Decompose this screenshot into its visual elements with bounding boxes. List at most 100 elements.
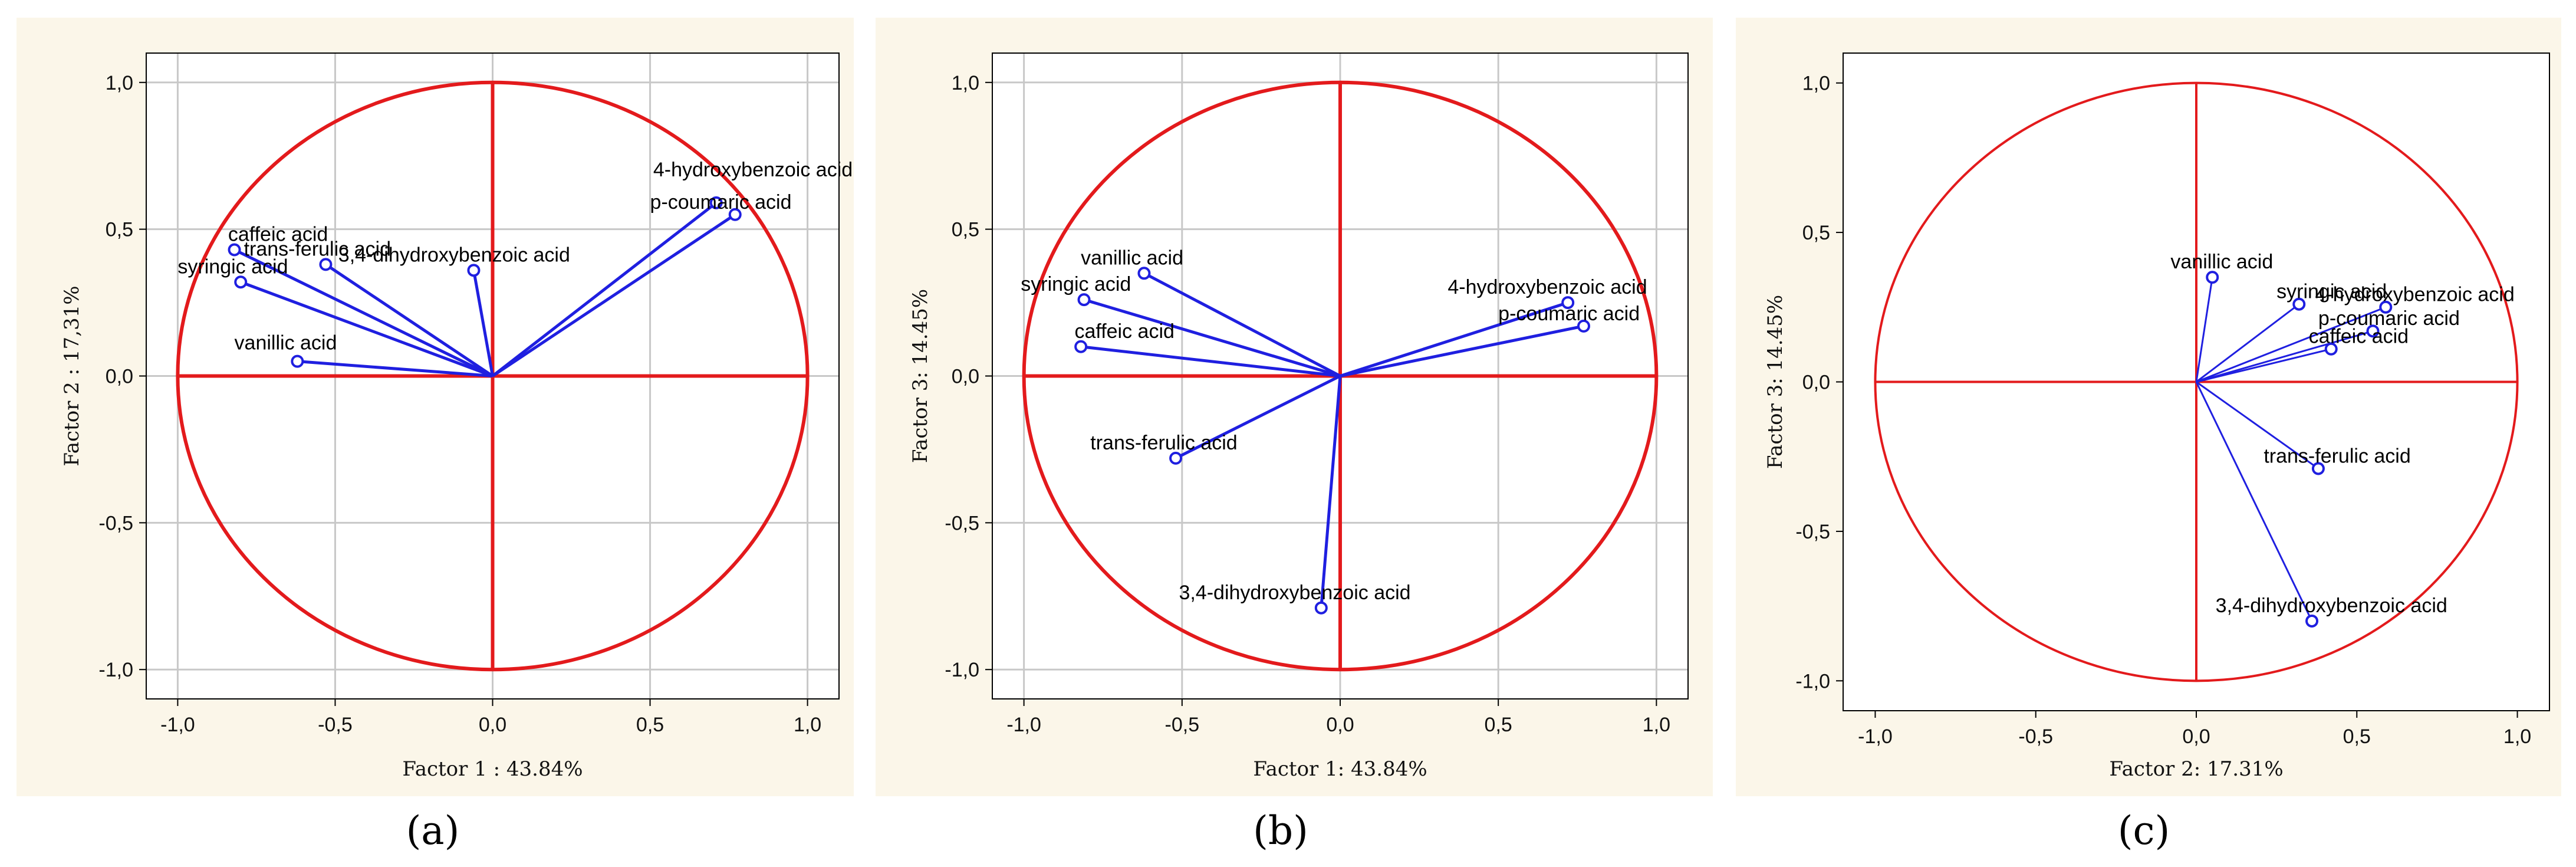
y-axis-label: Factor 3: 14.45% (909, 289, 932, 463)
loading-point (1077, 293, 1091, 307)
loading-point (319, 258, 333, 271)
panel-label-c: (c) (2117, 808, 2170, 853)
panel-label-a: (a) (406, 808, 460, 853)
x-tick-label: 0,5 (2343, 725, 2371, 748)
y-tick-label: 1,0 (952, 72, 979, 94)
y-tick-label: 0,0 (106, 366, 133, 388)
x-tick-label: -1,0 (1858, 725, 1893, 748)
point-label: vanillic acid (1081, 247, 1183, 269)
x-axis-label: Factor 1 : 43.84% (402, 757, 583, 781)
loading-vector (2195, 381, 2313, 622)
loading-point (709, 196, 723, 209)
loading-vector (1143, 272, 1341, 377)
loading-vector (1320, 376, 1342, 608)
loading-vector (1083, 298, 1341, 377)
point-label: 4-hydroxybenzoic acid (653, 159, 853, 181)
loading-vector (1175, 375, 1341, 460)
point-label: vanillic acid (235, 332, 337, 354)
loading-point (467, 264, 481, 277)
loading-vector (2195, 277, 2213, 382)
x-axis-label: Factor 2: 17.31% (2109, 757, 2283, 781)
point-label: 3,4-dihydroxybenzoic acid (338, 244, 570, 266)
x-tick-label: 0,5 (1485, 714, 1512, 736)
point-label: caffeic acid (1074, 320, 1174, 343)
loading-vector (1080, 345, 1341, 377)
point-label: trans-ferulic acid (244, 238, 391, 260)
point-label: syringic acid (1021, 273, 1131, 295)
y-tick-label: -1,0 (98, 659, 133, 681)
loading-vector (2196, 348, 2332, 383)
point-label: 3,4-dihydroxybenzoic acid (2216, 595, 2447, 617)
point-label: trans-ferulic acid (2264, 445, 2410, 467)
x-tick-label: -0,5 (1165, 714, 1200, 736)
loading-vector (325, 263, 494, 377)
loading-vector (1340, 301, 1568, 377)
loading-vector (2196, 381, 2319, 469)
point-label: p-coumaric acid (1498, 303, 1640, 325)
loading-vector (491, 201, 718, 377)
loading-point (2206, 271, 2219, 284)
point-label: trans-ferulic acid (1090, 432, 1237, 454)
point-label: 4-hydroxybenzoic acid (1447, 276, 1647, 298)
loading-point (1074, 340, 1088, 353)
loading-vector (2196, 330, 2373, 383)
loading-point (2379, 300, 2393, 314)
point-label: p-coumaric acid (2318, 307, 2460, 330)
loading-vector (472, 270, 494, 376)
loading-point (2366, 324, 2380, 338)
y-tick-label: 1,0 (106, 72, 133, 94)
point-label: syringic acid (177, 255, 288, 278)
loading-vector (233, 248, 494, 377)
y-tick-label: -1,0 (1795, 670, 1830, 692)
y-tick-label: 0,5 (106, 219, 133, 241)
panel-label-b: (b) (1253, 808, 1308, 853)
y-axis-label: Factor 2 : 17,31% (60, 285, 84, 466)
loading-point (1577, 319, 1590, 333)
x-tick-label: 0,0 (479, 714, 506, 736)
y-tick-label: -0,5 (945, 512, 979, 534)
loading-point (291, 354, 304, 368)
point-label: caffeic acid (2309, 326, 2409, 348)
point-label: syringic acid (2276, 281, 2387, 303)
loading-vector (240, 280, 494, 377)
y-tick-label: 0,0 (952, 366, 979, 388)
x-axis-label: Factor 1: 43.84% (1253, 757, 1427, 781)
y-tick-label: 1,0 (1802, 73, 1830, 95)
x-tick-label: 0,5 (636, 714, 664, 736)
loading-point (228, 243, 241, 257)
loading-point (1137, 267, 1151, 280)
loading-point (728, 208, 742, 221)
loading-point (2324, 342, 2338, 356)
loading-vector (492, 213, 736, 377)
x-tick-label: 0,0 (1326, 714, 1354, 736)
x-tick-label: 1,0 (1643, 714, 1670, 736)
loading-point (1169, 451, 1183, 465)
loading-point (2305, 614, 2319, 628)
x-tick-label: 1,0 (2503, 725, 2531, 748)
y-tick-label: 0,5 (1802, 222, 1830, 244)
loading-vector (1340, 324, 1584, 377)
y-tick-label: -1,0 (945, 659, 979, 681)
loading-point (1561, 296, 1575, 310)
point-label: caffeic acid (228, 224, 328, 246)
x-tick-label: -0,5 (318, 714, 353, 736)
point-label: 4-hydroxybenzoic acid (2315, 284, 2514, 306)
point-label: p-coumaric acid (650, 191, 792, 214)
y-tick-label: 0,5 (952, 219, 979, 241)
y-tick-label: -0,5 (98, 512, 133, 534)
y-tick-label: 0,0 (1802, 372, 1830, 394)
loading-plot-b: -1,0 1,0 -0,5 0,5 0,0 0,0 0,5 -0,5 1,0 -1,0 Factor… (909, 52, 1689, 781)
x-tick-label: -1,0 (160, 714, 195, 736)
point-label: vanillic acid (2170, 251, 2273, 273)
loading-vector (2196, 303, 2300, 383)
x-tick-label: 1,0 (794, 714, 821, 736)
loading-vector (2196, 306, 2386, 383)
y-axis-label: Factor 3: 14.45% (1764, 295, 1787, 469)
loading-point (2311, 462, 2325, 475)
loading-plot-c: -1,0 1,0 -0,5 0,5 0,0 0,0 0,5 -0,5 1,0 -1,0 Factor… (1764, 52, 2550, 781)
loading-vector (297, 360, 493, 377)
loading-point (1314, 601, 1328, 615)
loading-plot-a: -1,0 1,0 -0,5 0,5 0,0 0,0 0,5 -0,5 1,0 -1,0 Factor… (60, 52, 853, 781)
loading-point (234, 275, 248, 289)
x-tick-label: -0,5 (2018, 725, 2053, 748)
